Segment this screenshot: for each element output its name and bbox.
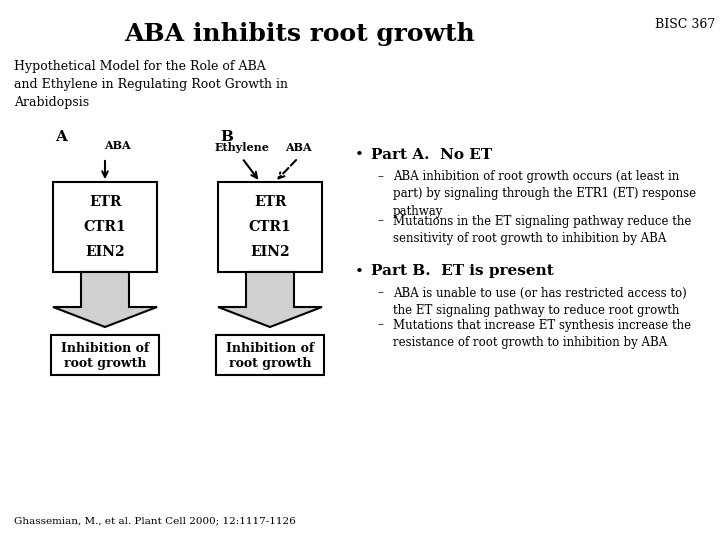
Text: root growth: root growth — [229, 356, 311, 369]
Text: BISC 367: BISC 367 — [654, 18, 715, 31]
Text: ABA inhibits root growth: ABA inhibits root growth — [125, 22, 475, 46]
Text: ABA inhibition of root growth occurs (at least in
part) by signaling through the: ABA inhibition of root growth occurs (at… — [393, 170, 696, 218]
Bar — [218, 182, 322, 272]
Text: root growth: root growth — [64, 356, 146, 369]
Text: ETR: ETR — [89, 195, 121, 209]
Text: B: B — [220, 130, 233, 144]
Text: –: – — [377, 170, 383, 183]
Bar — [53, 182, 157, 272]
Text: •: • — [355, 148, 364, 162]
Text: –: – — [377, 287, 383, 300]
Text: EIN2: EIN2 — [250, 245, 290, 259]
Bar — [51, 335, 159, 375]
Text: Ghassemian, M., et al. Plant Cell 2000; 12:1117-1126: Ghassemian, M., et al. Plant Cell 2000; … — [14, 516, 296, 525]
Text: ABA is unable to use (or has restricted access to)
the ET signaling pathway to r: ABA is unable to use (or has restricted … — [393, 287, 687, 317]
Text: Mutations in the ET signaling pathway reduce the
sensitivity of root growth to i: Mutations in the ET signaling pathway re… — [393, 214, 691, 245]
Text: Mutations that increase ET synthesis increase the
resistance of root growth to i: Mutations that increase ET synthesis inc… — [393, 319, 691, 349]
Text: ETR: ETR — [254, 195, 286, 209]
Text: Inhibition of: Inhibition of — [61, 341, 149, 354]
Polygon shape — [218, 272, 322, 327]
Text: Ethylene: Ethylene — [215, 142, 269, 153]
Text: •: • — [355, 265, 364, 279]
Text: Hypothetical Model for the Role of ABA
and Ethylene in Regulating Root Growth in: Hypothetical Model for the Role of ABA a… — [14, 60, 288, 109]
Text: –: – — [377, 214, 383, 227]
Polygon shape — [53, 272, 157, 327]
Text: CTR1: CTR1 — [84, 220, 126, 234]
Text: ABA: ABA — [104, 140, 130, 151]
Text: A: A — [55, 130, 67, 144]
Text: ABA: ABA — [284, 142, 311, 153]
Text: Part A.  No ET: Part A. No ET — [371, 148, 492, 162]
Text: –: – — [377, 319, 383, 332]
Text: Inhibition of: Inhibition of — [226, 341, 314, 354]
Text: EIN2: EIN2 — [85, 245, 125, 259]
Text: Part B.  ET is present: Part B. ET is present — [371, 265, 554, 279]
Text: CTR1: CTR1 — [248, 220, 292, 234]
Bar — [216, 335, 324, 375]
